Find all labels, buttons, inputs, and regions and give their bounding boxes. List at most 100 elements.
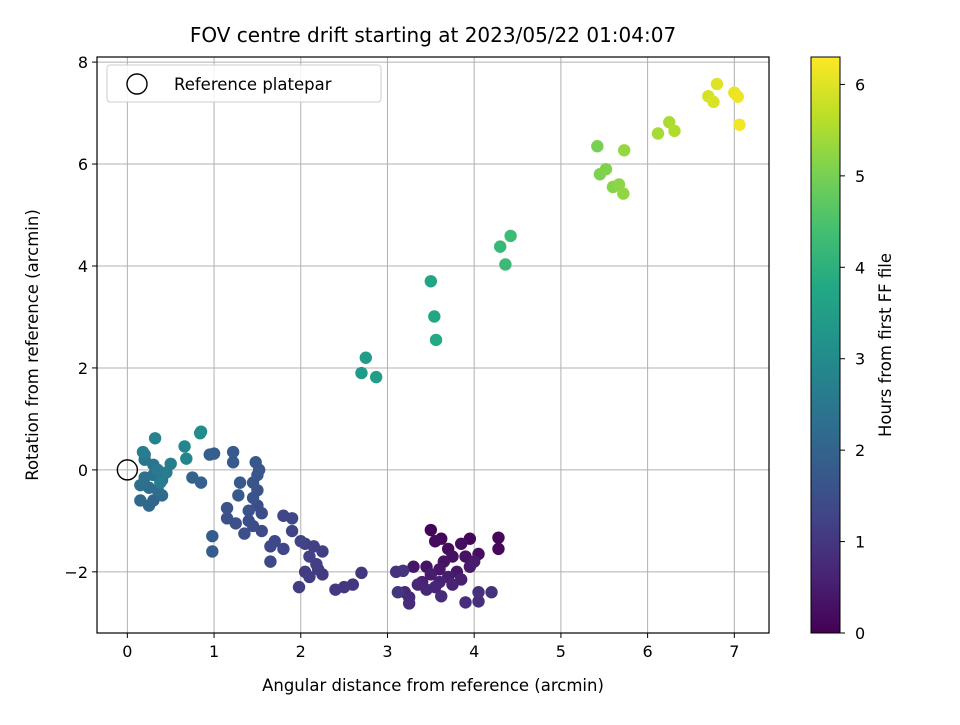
data-point (294, 535, 307, 548)
data-point (359, 351, 372, 364)
data-point (454, 537, 468, 550)
data-point (467, 555, 481, 568)
data-point (285, 524, 299, 538)
data-point (249, 456, 262, 469)
y-axis-ticks: −2 0 2 4 6 8 (64, 53, 97, 582)
data-point (710, 77, 724, 91)
data-point (303, 570, 316, 584)
data-point (494, 240, 507, 253)
data-point (206, 529, 219, 543)
grid-lines (97, 57, 769, 633)
data-point (220, 512, 234, 525)
data-point (420, 583, 433, 596)
data-point (180, 452, 193, 465)
reference-marker-group (116, 459, 139, 481)
plot-frame (96, 56, 770, 634)
data-point (134, 494, 147, 507)
data-point (148, 432, 162, 445)
colorbar-ticks: 0 1 2 3 4 5 6 (840, 75, 865, 643)
y-tick-label: 2 (78, 359, 88, 378)
x-axis-ticks: 0 1 2 3 4 5 6 7 (122, 633, 739, 661)
data-point (242, 504, 255, 517)
legend-reference-marker (126, 73, 148, 95)
colorbar-gradient (810, 56, 841, 634)
data-point (435, 590, 448, 603)
legend-entry-label: Reference platepar (174, 75, 332, 94)
data-point (238, 527, 251, 540)
x-tick-label: 2 (296, 642, 306, 661)
colorbar-tick-label: 1 (855, 533, 865, 552)
legend: Reference platepar (106, 64, 382, 103)
colorbar-tick-label: 6 (855, 75, 865, 94)
data-point (194, 425, 208, 438)
data-point (733, 118, 746, 131)
y-axis-label: Rotation from reference (arcmin) (23, 209, 42, 481)
colorbar-tick-label: 3 (855, 350, 865, 369)
legend-box (106, 64, 382, 103)
x-tick-label: 1 (209, 642, 219, 661)
data-point (668, 124, 681, 138)
data-point (428, 535, 442, 548)
colorbar: 0 1 2 3 4 5 6 Hours from first FF file (810, 56, 895, 643)
data-point (485, 586, 498, 599)
data-point (370, 370, 383, 384)
data-point (731, 90, 744, 103)
data-point (178, 440, 191, 453)
colorbar-tick-label: 5 (855, 167, 865, 186)
data-point (285, 512, 299, 525)
colorbar-tick-label: 0 (855, 624, 865, 643)
x-tick-label: 6 (643, 642, 653, 661)
data-point (136, 445, 150, 459)
data-point (492, 531, 505, 544)
data-point (154, 476, 167, 489)
data-point (242, 514, 255, 528)
x-axis-label: Angular distance from reference (arcmin) (262, 676, 604, 695)
data-point (164, 457, 177, 470)
data-point (492, 542, 505, 556)
data-point (203, 448, 216, 461)
reference-platepar-marker (116, 459, 139, 481)
y-tick-label: 0 (78, 461, 88, 480)
x-tick-label: 0 (122, 642, 132, 661)
data-point (264, 540, 277, 553)
data-point (591, 140, 604, 153)
data-point (429, 333, 443, 347)
data-point (206, 545, 219, 558)
data-point (292, 580, 306, 594)
data-point (226, 445, 240, 459)
x-tick-label: 3 (382, 642, 392, 661)
data-point (651, 127, 665, 140)
chart-title: FOV centre drift starting at 2023/05/22 … (190, 23, 676, 47)
data-points (134, 77, 746, 610)
data-point (424, 523, 438, 537)
data-point (233, 476, 247, 489)
colorbar-label: Hours from first FF file (876, 253, 895, 437)
data-point (277, 542, 290, 556)
data-point (504, 229, 517, 243)
data-point (428, 310, 441, 323)
x-tick-label: 7 (729, 642, 739, 661)
data-point (617, 187, 630, 200)
y-tick-label: 4 (78, 257, 88, 276)
data-point (329, 583, 342, 596)
x-tick-label: 5 (556, 642, 566, 661)
data-point (303, 550, 316, 563)
data-point (617, 144, 631, 157)
data-point (220, 501, 234, 515)
data-point (355, 366, 368, 380)
colorbar-tick-label: 4 (855, 258, 865, 277)
data-point (396, 564, 410, 578)
data-point (226, 456, 240, 469)
data-point (355, 566, 368, 580)
data-point (499, 258, 512, 271)
data-point (472, 595, 485, 608)
data-point (186, 471, 199, 484)
data-point (232, 489, 245, 502)
y-tick-label: 8 (78, 53, 88, 72)
data-point (264, 555, 277, 568)
data-point (459, 596, 472, 609)
y-tick-label: −2 (64, 563, 88, 582)
colorbar-tick-label: 2 (855, 441, 865, 460)
